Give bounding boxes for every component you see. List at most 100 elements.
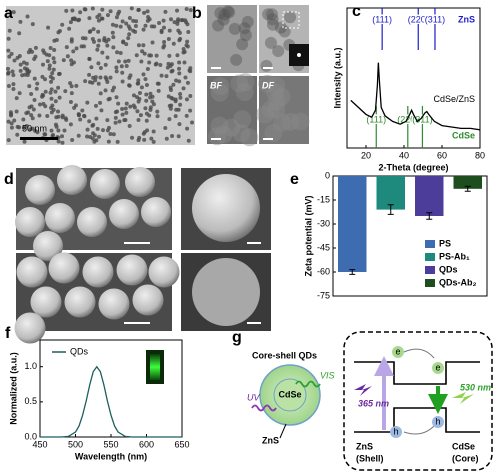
bf-label: BF (210, 80, 222, 90)
nanoparticle (41, 93, 46, 98)
nanoparticle (127, 32, 132, 37)
nanoparticle (134, 19, 139, 24)
nanoparticle (120, 70, 125, 75)
nanoparticle (79, 44, 84, 49)
nanoparticle (123, 106, 128, 111)
nanoparticle (87, 80, 92, 85)
nanoparticle (87, 57, 92, 62)
panel-label: g (232, 329, 242, 346)
microsphere (132, 284, 164, 316)
nanoparticle (6, 70, 11, 75)
nanoparticle (157, 20, 162, 25)
error-bar (349, 269, 356, 275)
nanoparticle (76, 133, 81, 138)
scale-bar (247, 322, 261, 324)
nanoparticle (113, 115, 118, 120)
nanoparticle (178, 92, 183, 97)
nanoparticle (155, 114, 160, 119)
nanoparticle (11, 87, 16, 92)
nanoparticle (141, 43, 146, 48)
nanoparticle (111, 35, 116, 40)
y-tick-label: -45 (317, 242, 330, 252)
nanoparticle (239, 29, 252, 42)
nanoparticle (217, 13, 230, 26)
nanoparticle (185, 39, 190, 44)
nanoparticle (102, 36, 107, 41)
nanoparticle (148, 107, 153, 112)
nanoparticle (43, 77, 48, 82)
nanoparticle (74, 83, 79, 88)
y-tick-label: -75 (317, 290, 330, 300)
vis-wave (295, 380, 321, 388)
nanoparticle (120, 112, 125, 117)
nanoparticle (56, 71, 61, 76)
nanoparticle (116, 101, 121, 106)
nanoparticle (41, 48, 46, 53)
scale-bar (124, 322, 150, 324)
error-bar (464, 185, 471, 192)
nanoparticle (47, 66, 52, 71)
panel-label: d (4, 171, 14, 188)
hole-label: h (435, 416, 440, 426)
y-tick-label: -15 (317, 194, 330, 204)
nanoparticle (177, 60, 182, 65)
tem-image (207, 5, 257, 73)
nanoparticle (163, 126, 168, 131)
nanoparticle (266, 83, 285, 102)
nanoparticle (95, 14, 100, 19)
nanoparticle (108, 132, 113, 137)
nanoparticle (37, 113, 42, 118)
nanoparticle (144, 92, 149, 97)
nanoparticle (87, 16, 92, 21)
nanoparticle (56, 114, 61, 119)
panel-label: b (192, 5, 202, 22)
nanoparticle (135, 109, 140, 114)
fft-spot (297, 53, 301, 57)
nanoparticle (185, 80, 190, 85)
nanoparticle (10, 69, 15, 74)
nanoparticle (87, 119, 92, 124)
hole (432, 416, 444, 428)
nanoparticle (151, 139, 156, 144)
error-bar (426, 212, 433, 220)
nanoparticle (35, 81, 40, 86)
microsphere (125, 167, 155, 197)
y-tick-label: -30 (317, 218, 330, 228)
nanoparticle (178, 95, 183, 100)
nanoparticle (167, 117, 172, 122)
scale-bar (263, 67, 273, 69)
nanoparticle (177, 71, 182, 76)
nanoparticle (139, 85, 144, 90)
nanoparticle (173, 99, 178, 104)
nanoparticle (31, 107, 36, 112)
nanoparticle (124, 101, 129, 106)
nanoparticle (85, 134, 90, 139)
nanoparticle (14, 109, 19, 114)
nanoparticle (18, 19, 23, 24)
nanoparticle (70, 8, 75, 13)
nanoparticle (105, 118, 110, 123)
nanoparticle (90, 37, 95, 42)
y-axis-label: Intensity (a.u.) (332, 47, 342, 108)
microsphere (98, 288, 130, 320)
nanoparticle (140, 49, 145, 54)
nanoparticle (177, 79, 182, 84)
nanoparticle (126, 58, 131, 63)
nanoparticle (64, 8, 69, 13)
microsphere (90, 169, 120, 199)
nanoparticle (178, 102, 183, 107)
nanoparticle (50, 103, 55, 108)
nanoparticle (14, 96, 19, 101)
x-tick-label: 40 (399, 150, 409, 160)
x-tick-label: 20 (361, 150, 371, 160)
series-label: CdSe/ZnS (433, 94, 475, 104)
core-label: CdSe (278, 389, 301, 399)
nanoparticle (130, 135, 135, 140)
nanoparticle (33, 54, 38, 59)
nanoparticle (25, 14, 30, 19)
nanoparticle (266, 13, 279, 26)
microsphere (30, 286, 62, 318)
nanoparticle (177, 122, 182, 127)
nanoparticle (93, 75, 98, 80)
nanoparticle (129, 6, 134, 11)
